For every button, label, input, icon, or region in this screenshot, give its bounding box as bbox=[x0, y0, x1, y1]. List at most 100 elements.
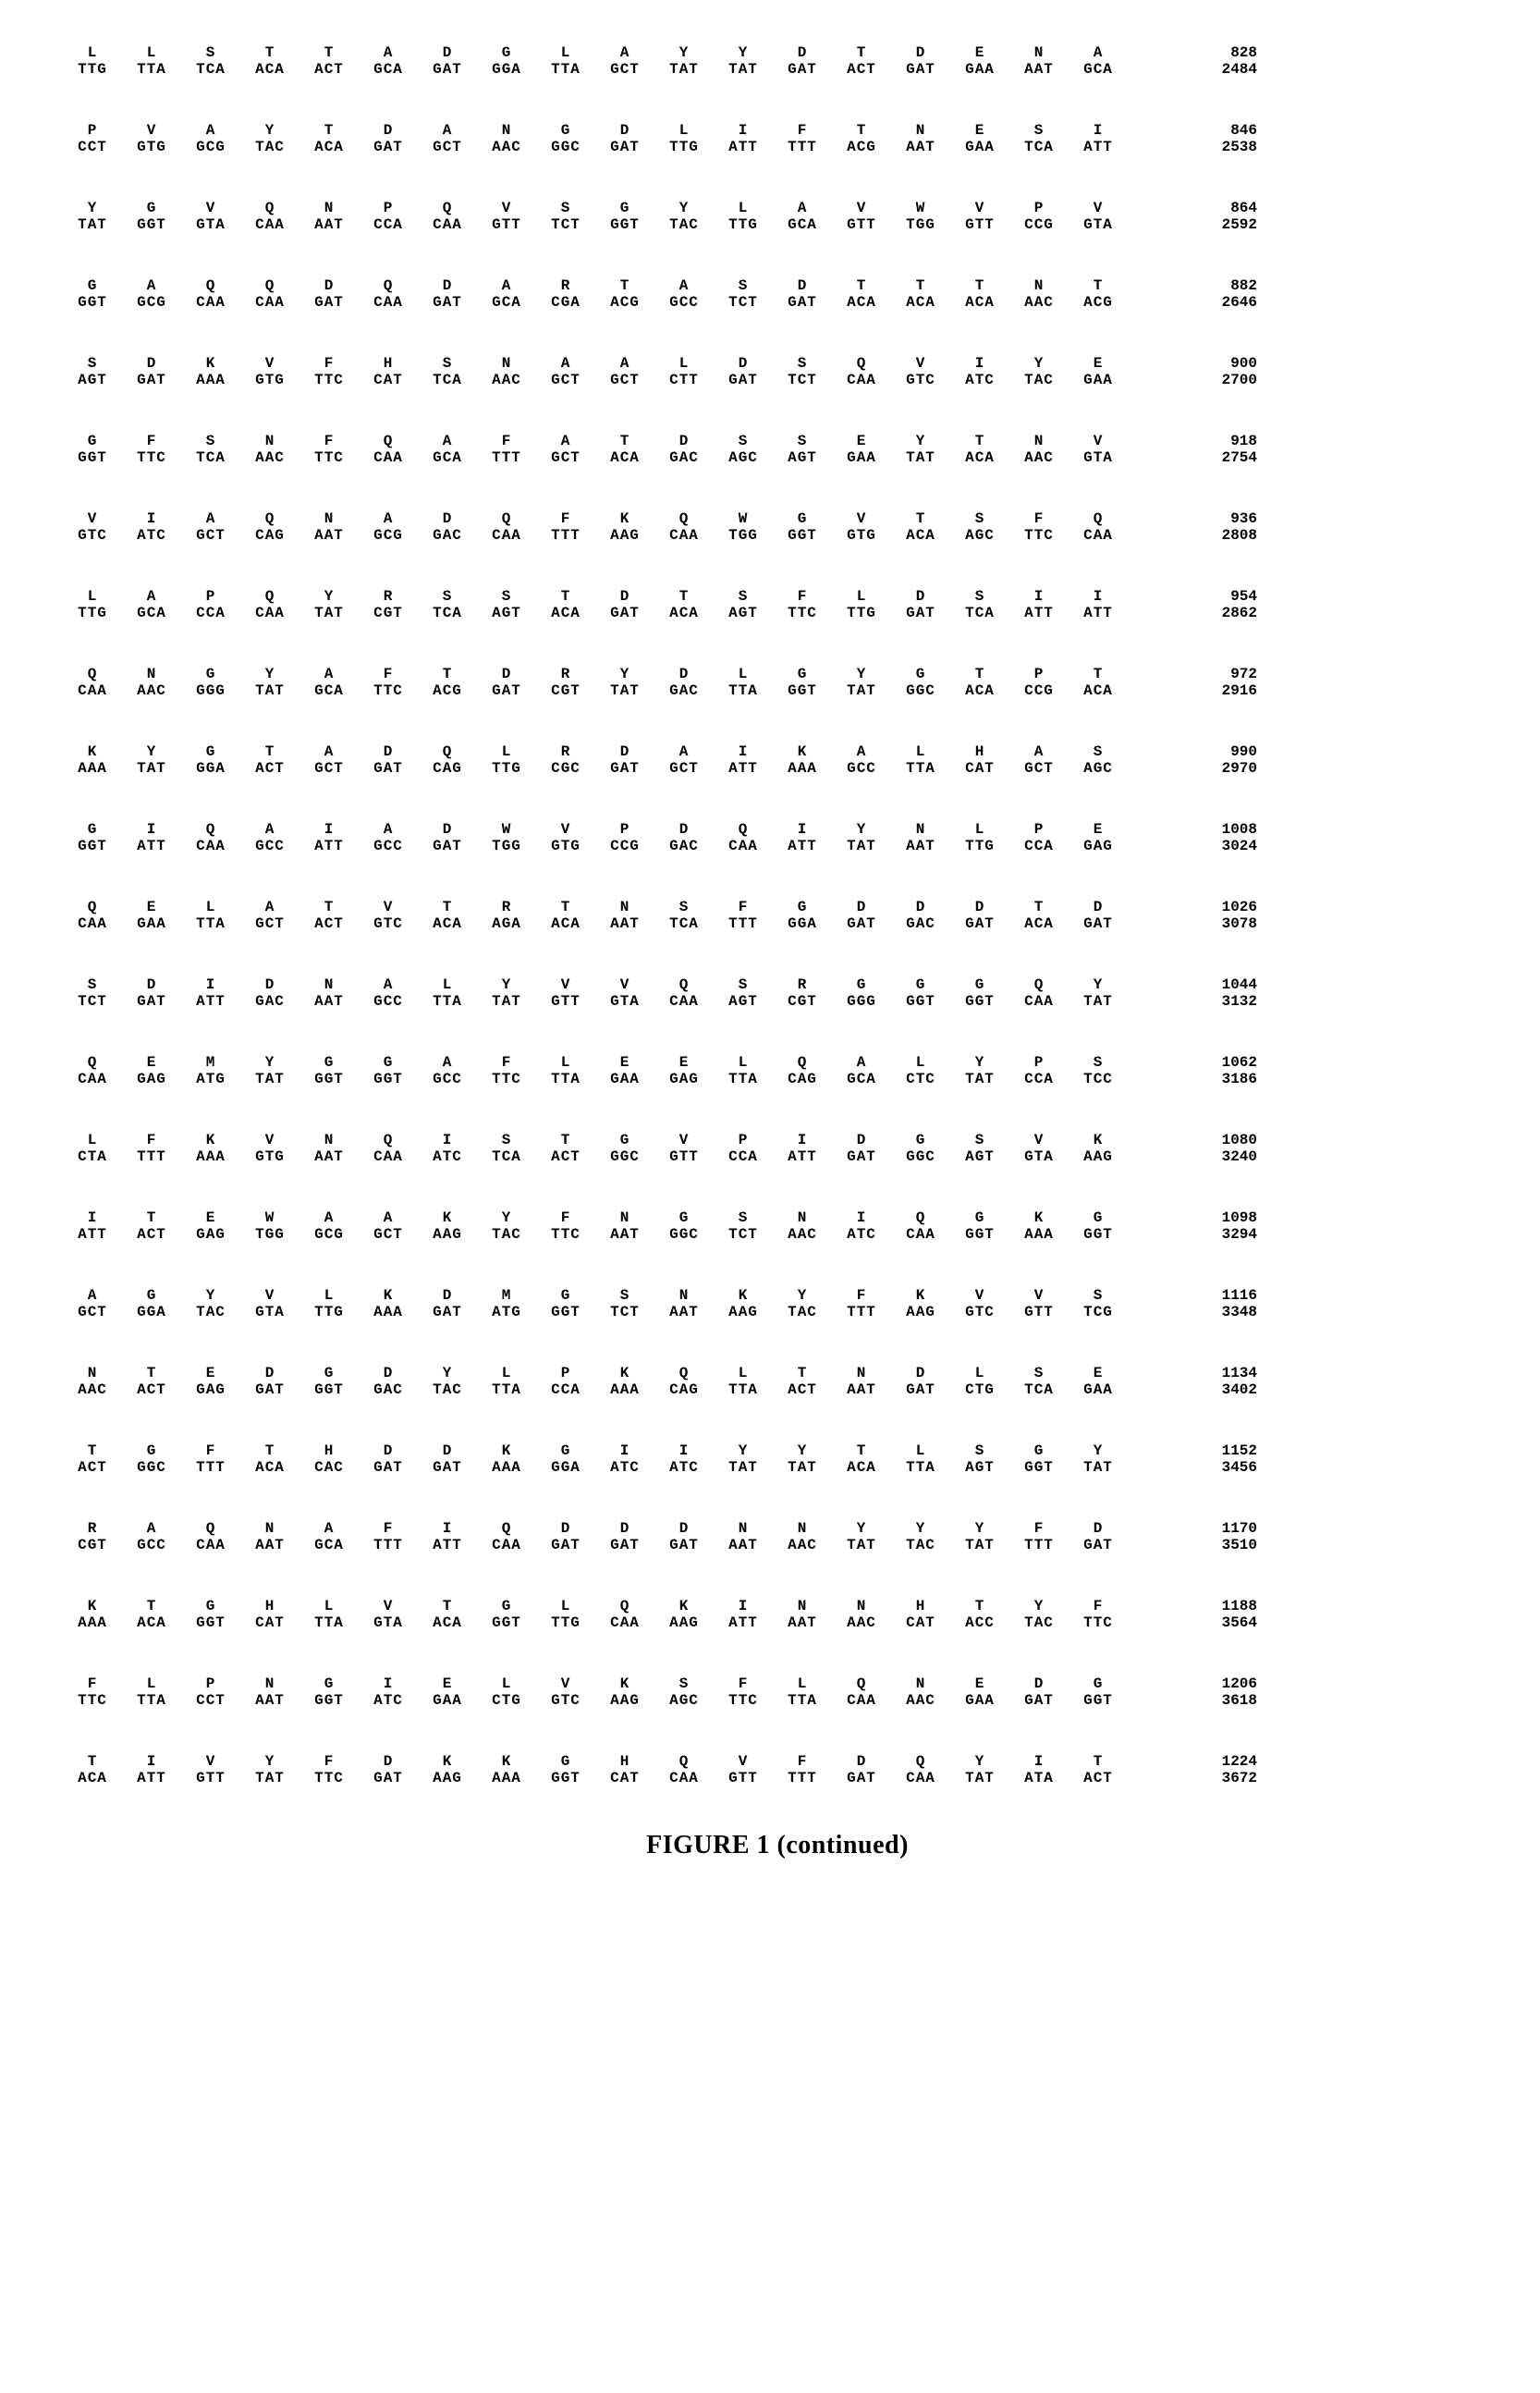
amino-acid-cell: D bbox=[654, 433, 714, 449]
codon-cell: ACA bbox=[536, 915, 595, 932]
amino-acid-cell: N bbox=[654, 1287, 714, 1304]
codon-cell: GCG bbox=[181, 139, 240, 155]
nucleotide-row: TTCTTACCTAATGGTATCGAACTGGTCAAGAGCTTCTTAC… bbox=[63, 1692, 1492, 1709]
amino-acid-cell: N bbox=[122, 666, 181, 682]
amino-acid-cell: Q bbox=[181, 1520, 240, 1537]
codon-cell: GGT bbox=[536, 1304, 595, 1320]
codon-cell: GGC bbox=[654, 1226, 714, 1243]
codon-cell: TCT bbox=[714, 294, 773, 311]
amino-acid-cell: E bbox=[181, 1209, 240, 1226]
codon-cell: ATT bbox=[714, 1614, 773, 1631]
codon-cell: TCT bbox=[773, 372, 832, 388]
codon-cell: GGC bbox=[122, 1459, 181, 1476]
codon-cell: ATC bbox=[418, 1148, 477, 1165]
amino-acid-cell: Y bbox=[832, 666, 891, 682]
nucleotide-row: GTCATCGCTCAGAATGCGGACCAATTTAAGCAATGGGGTG… bbox=[63, 527, 1492, 544]
codon-cell: TCT bbox=[595, 1304, 654, 1320]
codon-cell: CTG bbox=[477, 1692, 536, 1709]
amino-acid-cell: G bbox=[122, 1442, 181, 1459]
codon-cell: GGT bbox=[1069, 1692, 1128, 1709]
amino-acid-cell: K bbox=[63, 1598, 122, 1614]
codon-cell: TAT bbox=[950, 1537, 1009, 1553]
amino-acid-cell: T bbox=[950, 277, 1009, 294]
codon-cell: TAT bbox=[832, 1537, 891, 1553]
amino-acid-cell: Q bbox=[654, 976, 714, 993]
codon-cell: GGT bbox=[950, 1226, 1009, 1243]
amino-acid-cell: Y bbox=[240, 1753, 299, 1770]
codon-cell: GCA bbox=[773, 216, 832, 233]
codon-cell: GAT bbox=[891, 605, 950, 621]
amino-acid-cell: G bbox=[299, 1675, 359, 1692]
codon-cell: AAC bbox=[773, 1537, 832, 1553]
amino-acid-cell: M bbox=[181, 1054, 240, 1071]
codon-cell: TTC bbox=[63, 1692, 122, 1709]
codon-cell: CAG bbox=[654, 1381, 714, 1398]
amino-acid-cell: K bbox=[654, 1598, 714, 1614]
amino-acid-cell: T bbox=[1069, 1753, 1128, 1770]
codon-cell: AAT bbox=[1009, 61, 1069, 78]
amino-acid-row: TGFTHDDKGIIYYTLSGY1152 bbox=[63, 1442, 1492, 1459]
codon-cell: GAT bbox=[595, 139, 654, 155]
amino-acid-cell: N bbox=[477, 122, 536, 139]
amino-acid-cell: D bbox=[1069, 1520, 1128, 1537]
amino-acid-cell: Y bbox=[1009, 355, 1069, 372]
amino-acid-cell: S bbox=[773, 355, 832, 372]
amino-acid-cell: V bbox=[240, 1132, 299, 1148]
amino-acid-cell: T bbox=[122, 1209, 181, 1226]
amino-acid-cell: Y bbox=[950, 1753, 1009, 1770]
amino-acid-cell: F bbox=[1069, 1598, 1128, 1614]
codon-cell: ATT bbox=[1009, 605, 1069, 621]
amino-acid-cell: S bbox=[1009, 1365, 1069, 1381]
amino-acid-cell: Q bbox=[240, 200, 299, 216]
amino-acid-cell: D bbox=[299, 277, 359, 294]
amino-acid-cell: S bbox=[654, 899, 714, 915]
amino-acid-cell: I bbox=[359, 1675, 418, 1692]
nucleotide-position: 2538 bbox=[1128, 139, 1257, 155]
codon-cell: CAT bbox=[891, 1614, 950, 1631]
amino-acid-cell: D bbox=[359, 1753, 418, 1770]
amino-acid-cell: L bbox=[714, 666, 773, 682]
codon-cell: TAT bbox=[714, 61, 773, 78]
codon-cell: GGT bbox=[773, 682, 832, 699]
amino-acid-cell: F bbox=[536, 1209, 595, 1226]
codon-cell: TTA bbox=[477, 1381, 536, 1398]
codon-cell: CAC bbox=[299, 1459, 359, 1476]
amino-acid-cell: R bbox=[63, 1520, 122, 1537]
codon-cell: TTA bbox=[418, 993, 477, 1010]
codon-cell: GAA bbox=[950, 139, 1009, 155]
amino-acid-cell: L bbox=[654, 355, 714, 372]
codon-cell: CCT bbox=[181, 1692, 240, 1709]
codon-cell: GCA bbox=[122, 605, 181, 621]
amino-acid-cell: G bbox=[477, 1598, 536, 1614]
codon-cell: TAC bbox=[773, 1304, 832, 1320]
amino-acid-cell: A bbox=[122, 1520, 181, 1537]
amino-acid-cell: H bbox=[950, 743, 1009, 760]
codon-cell: GCT bbox=[299, 760, 359, 777]
amino-acid-row: LAPQYRSSTDTSFLDSII954 bbox=[63, 588, 1492, 605]
codon-cell: ACT bbox=[299, 61, 359, 78]
nucleotide-position: 3132 bbox=[1128, 993, 1257, 1010]
amino-acid-cell: Q bbox=[891, 1753, 950, 1770]
codon-cell: GTG bbox=[240, 372, 299, 388]
amino-acid-cell: I bbox=[595, 1442, 654, 1459]
nucleotide-position: 2592 bbox=[1128, 216, 1257, 233]
codon-cell: TCA bbox=[181, 61, 240, 78]
amino-acid-cell: N bbox=[299, 510, 359, 527]
codon-cell: GTT bbox=[714, 1770, 773, 1786]
amino-acid-cell: Y bbox=[240, 666, 299, 682]
codon-cell: CCG bbox=[595, 838, 654, 854]
nucleotide-row: AGTGATAAAGTGTTCCATTCAAACGCTGCTCTTGATTCTC… bbox=[63, 372, 1492, 388]
amino-acid-cell: A bbox=[654, 743, 714, 760]
amino-acid-position: 828 bbox=[1128, 44, 1257, 61]
amino-acid-cell: Y bbox=[240, 122, 299, 139]
amino-acid-cell: F bbox=[122, 433, 181, 449]
amino-acid-position: 1062 bbox=[1128, 1054, 1257, 1071]
codon-cell: AAC bbox=[122, 682, 181, 699]
codon-cell: CAA bbox=[832, 372, 891, 388]
amino-acid-cell: Y bbox=[832, 1520, 891, 1537]
amino-acid-row: GIQAIADWVPDQIYNLPE1008 bbox=[63, 821, 1492, 838]
codon-cell: CAA bbox=[359, 294, 418, 311]
codon-cell: TTG bbox=[950, 838, 1009, 854]
codon-cell: CAA bbox=[359, 1148, 418, 1165]
amino-acid-row: QELATVTRTNSFGDDDTD1026 bbox=[63, 899, 1492, 915]
